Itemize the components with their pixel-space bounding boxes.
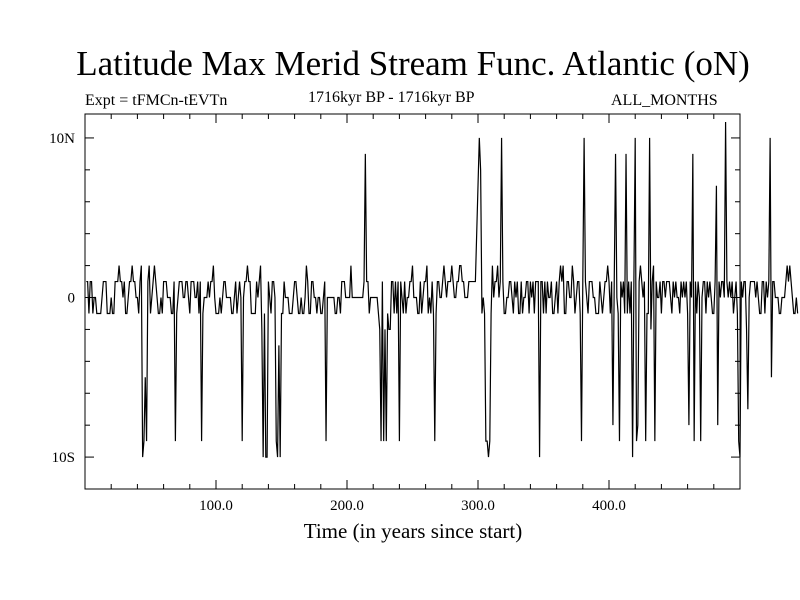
x-tick-label: 300.0	[461, 498, 495, 514]
period-label: 1716kyr BP - 1716kyr BP	[308, 89, 475, 106]
plot-frame	[84, 113, 741, 490]
y-tick-label: 10N	[49, 131, 75, 147]
y-tick-label: 0	[68, 291, 76, 307]
x-tick-label: 400.0	[592, 498, 626, 514]
x-tick-label: 100.0	[199, 498, 233, 514]
series-line	[86, 121, 799, 458]
chart-title: Latitude Max Merid Stream Func. Atlantic…	[76, 44, 750, 83]
axis-tick-labels: 100.0 200.0 300.0 400.0 10N 0 10S	[49, 131, 626, 514]
axis-ticks	[85, 114, 740, 490]
y-tick-label: 10S	[52, 450, 75, 466]
months-label: ALL_MONTHS	[611, 92, 718, 109]
x-axis-label: Time (in years since start)	[303, 519, 523, 543]
experiment-label: Expt = tFMCn-tEVTn	[85, 92, 228, 109]
x-tick-label: 200.0	[330, 498, 364, 514]
